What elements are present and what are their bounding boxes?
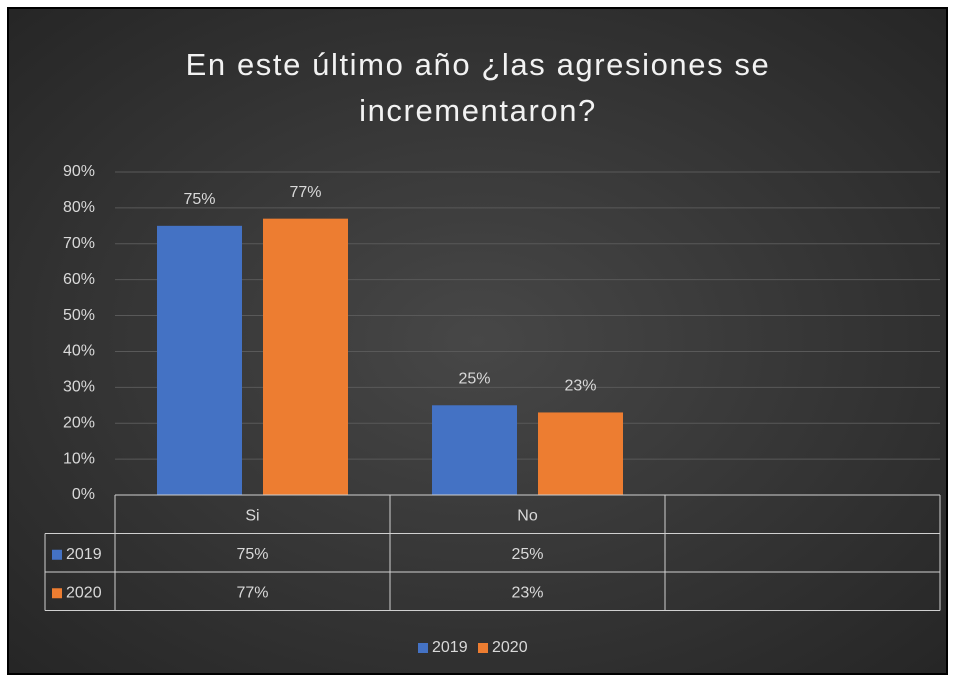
table-cell: 75% [236,546,268,563]
y-tick-label: 40% [63,343,95,360]
data-label: 75% [183,191,215,208]
legend-label: 2020 [492,639,528,656]
data-label: 25% [458,370,490,387]
y-tick-label: 20% [63,414,95,431]
legend-label: 2019 [432,639,468,656]
data-label: 77% [289,184,321,201]
data-label: 23% [564,378,596,395]
y-tick-label: 10% [63,450,95,467]
table-legend-key [52,588,62,599]
y-tick-label: 80% [63,199,95,216]
bar [432,405,517,495]
x-tick-label: No [517,507,538,524]
y-tick-label: 0% [72,486,95,503]
y-tick-label: 70% [63,235,95,252]
table-series-name: 2020 [66,584,102,601]
y-tick-label: 30% [63,379,95,396]
bar [157,225,242,496]
bar [263,218,348,495]
table-cell: 77% [236,584,268,601]
legend-key [478,643,488,653]
legend-key [418,643,428,653]
y-tick-label: 60% [63,271,95,288]
table-cell: 23% [511,584,543,601]
x-tick-label: Si [245,507,259,524]
table-series-name: 2019 [66,546,102,563]
y-tick-label: 50% [63,307,95,324]
table-cell: 25% [511,546,543,563]
bar [538,412,623,495]
y-tick-label: 90% [63,163,95,180]
chart-title: En este último año ¿las agresiones se in… [185,47,771,128]
table-legend-key [52,549,62,560]
